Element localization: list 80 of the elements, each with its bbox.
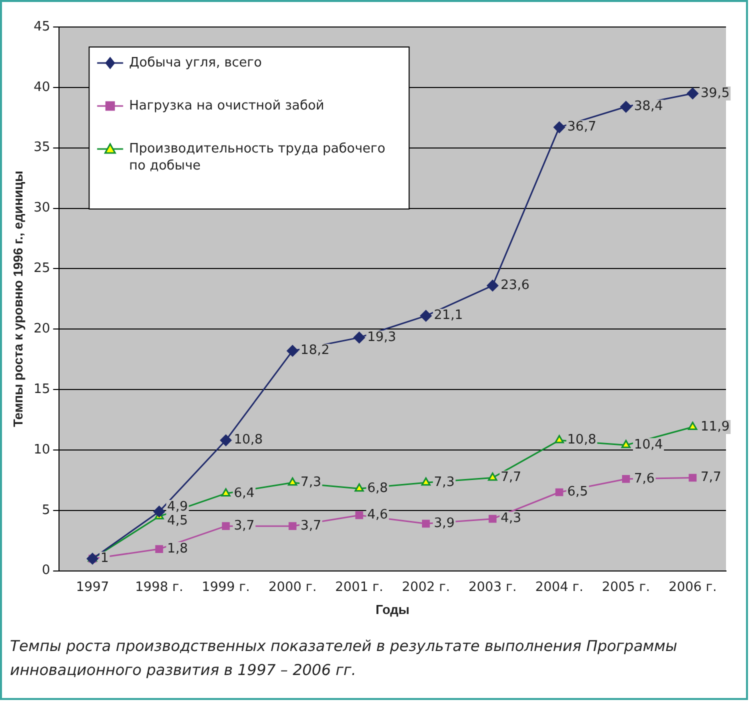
point: [355, 511, 364, 520]
point: [488, 472, 498, 481]
data-label: 10,8: [234, 432, 263, 448]
x-axis-title: Годы: [376, 602, 410, 617]
text: Темпы роста производственных показателей в результате выполнения Программы инновационного развития в 1997 – 2006 гг.: [10, 636, 678, 681]
legend-label: Производительность труда рабочего по добыче: [129, 141, 386, 174]
y-tick-label: 15: [34, 382, 50, 397]
x-tick-label: 1998 г.: [135, 580, 184, 595]
point: [422, 520, 430, 528]
data-label: 1: [100, 551, 109, 566]
data-label: 4,9: [167, 499, 188, 514]
point: [288, 477, 298, 486]
point: [353, 332, 365, 344]
data-label: 11,9: [700, 419, 730, 434]
point: [222, 522, 230, 530]
y-tick-label: 25: [34, 261, 50, 276]
point: [155, 545, 164, 553]
data-label: 7,7: [500, 470, 522, 486]
x-tick-label: 2005 г.: [602, 580, 650, 595]
data-label: 21,1: [434, 308, 463, 324]
point: [688, 422, 698, 430]
data-label: 1,8: [167, 541, 188, 556]
point: [420, 310, 432, 322]
point: [221, 488, 231, 496]
data-label: 7,7: [700, 470, 722, 486]
y-tick-label: 40: [34, 80, 50, 95]
data-label: 3,7: [234, 518, 255, 534]
data-label: 7,3: [300, 474, 322, 490]
data-label: 10,8: [567, 432, 596, 448]
data-label: 3,9: [434, 516, 455, 532]
point: [620, 101, 632, 113]
point: [354, 483, 364, 492]
y-tick-label: 5: [42, 502, 50, 518]
point: [288, 522, 296, 530]
point: [554, 435, 564, 444]
point: [220, 434, 232, 446]
data-label: 4,6: [367, 508, 388, 523]
point: [488, 514, 497, 523]
data-label: 7,3: [434, 474, 455, 490]
point: [486, 280, 498, 292]
x-tick-label: 1999 г.: [202, 580, 250, 595]
legend-label: Нагрузка на очистной забой: [129, 98, 324, 114]
point: [621, 440, 631, 448]
data-label: 4,5: [167, 513, 188, 528]
x-tick-label: 2001 г.: [335, 580, 384, 595]
x-tick-label: 2000 г.: [268, 580, 317, 595]
y-tick-label: 30: [34, 200, 50, 216]
legend-label: Добыча угля, всего: [129, 55, 262, 70]
data-label: 6,4: [234, 486, 255, 501]
y-tick-label: 0: [42, 563, 50, 578]
data-label: 19,3: [367, 330, 396, 345]
point: [555, 488, 564, 496]
data-label: 4,3: [500, 511, 522, 526]
data-label: 10,4: [634, 437, 663, 452]
x-tick-label: 2002 г.: [402, 580, 450, 595]
data-label: 38,4: [634, 99, 663, 114]
x-tick-label: 2006 г.: [668, 580, 717, 595]
point: [153, 506, 165, 518]
data-label: 3,7: [300, 518, 322, 534]
data-label: 39,5: [700, 86, 730, 101]
x-tick-label: 2004 г.: [535, 580, 584, 595]
y-axis-title: Темпы роста к уровню 1996 г., единицы: [10, 170, 26, 427]
point: [688, 474, 697, 482]
y-tick-label: 10: [34, 442, 50, 458]
y-tick-label: 20: [34, 321, 50, 336]
data-label: 23,6: [500, 278, 530, 293]
data-label: 36,7: [567, 120, 596, 135]
point: [421, 477, 431, 486]
data-label: 6,8: [367, 481, 388, 496]
point: [622, 475, 630, 483]
point: [554, 122, 566, 134]
point: [686, 88, 698, 100]
y-tick-label: 35: [34, 140, 50, 156]
data-label: 6,5: [567, 484, 588, 500]
data-label: 18,2: [300, 343, 330, 358]
y-tick-label: 45: [34, 19, 50, 34]
point: [286, 345, 298, 357]
x-tick-label: 1997: [76, 580, 110, 595]
x-tick-label: 2003 г.: [468, 580, 517, 595]
data-label: 7,6: [634, 471, 655, 486]
